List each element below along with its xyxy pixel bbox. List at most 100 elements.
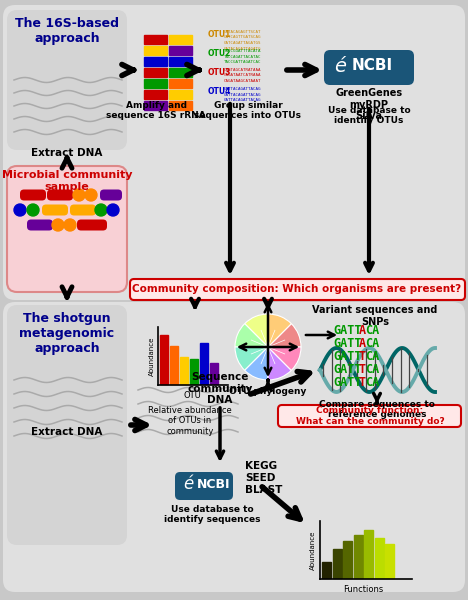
Text: The 16S-based
approach: The 16S-based approach	[15, 17, 119, 45]
Circle shape	[27, 204, 39, 216]
FancyBboxPatch shape	[130, 279, 465, 300]
Text: GreenGenes
myRDP
Silva: GreenGenes myRDP Silva	[336, 88, 402, 121]
Wedge shape	[235, 347, 268, 370]
Wedge shape	[245, 314, 268, 347]
Circle shape	[52, 219, 64, 231]
Bar	[144, 56, 167, 65]
Bar	[210, 363, 218, 384]
Text: Amplify and
sequence 16S rRNA: Amplify and sequence 16S rRNA	[106, 101, 206, 121]
Text: GATCAGTTGATSCAG: GATCAGTTGATSCAG	[224, 35, 262, 40]
Text: Group similar
sequences into OTUs: Group similar sequences into OTUs	[195, 101, 301, 121]
Text: é: é	[334, 56, 346, 76]
FancyBboxPatch shape	[324, 50, 414, 85]
Bar	[385, 544, 394, 578]
Circle shape	[64, 219, 76, 231]
Text: Compare sequences to
reference genomes: Compare sequences to reference genomes	[319, 400, 435, 419]
Bar	[169, 56, 192, 65]
Text: TACCGGATTTACATA: TACCGGATTTACATA	[224, 49, 262, 53]
Text: OTU phylogeny: OTU phylogeny	[229, 387, 307, 396]
Text: OTU1: OTU1	[208, 30, 231, 39]
Text: GATT: GATT	[333, 350, 361, 363]
Bar	[144, 34, 167, 43]
Text: GATT: GATT	[333, 363, 361, 376]
Text: T: T	[358, 363, 366, 376]
Text: OTU2: OTU2	[208, 49, 231, 58]
Text: Abundance: Abundance	[149, 337, 155, 376]
Text: GATT: GATT	[333, 324, 361, 337]
Text: CA: CA	[365, 324, 379, 337]
Text: CA: CA	[365, 376, 379, 389]
Text: GATCAGATTAGATGS: GATCAGATTAGATGS	[224, 41, 262, 45]
Bar	[144, 100, 167, 109]
Text: Community composition: Which organisms are present?: Community composition: Which organisms a…	[132, 284, 461, 295]
Text: Sequence
community
DNA: Sequence community DNA	[187, 372, 253, 405]
Text: Extract DNA: Extract DNA	[31, 427, 102, 437]
Bar	[343, 541, 352, 578]
Circle shape	[85, 189, 97, 201]
Text: GATACAGATTAGATG: GATACAGATTAGATG	[224, 46, 262, 50]
Wedge shape	[245, 347, 268, 380]
Text: A: A	[358, 337, 366, 350]
Bar	[144, 79, 167, 88]
Text: CA: CA	[365, 363, 379, 376]
Text: Community function:
What can the community do?: Community function: What can the communi…	[296, 406, 445, 426]
Bar	[170, 346, 178, 384]
Text: Extract DNA: Extract DNA	[31, 148, 102, 158]
Text: GATTACAGATTACAG: GATTACAGATTACAG	[224, 87, 262, 91]
Text: CAGATAAGCATAAAT: CAGATAAGCATAAAT	[224, 79, 262, 83]
Text: Functions: Functions	[343, 585, 383, 594]
Bar	[144, 67, 167, 76]
FancyBboxPatch shape	[70, 205, 96, 215]
Bar	[190, 359, 198, 384]
Bar	[169, 100, 192, 109]
Bar	[160, 335, 168, 384]
Bar	[144, 89, 167, 98]
Text: GATACAGAGTTSCAT: GATACAGAGTTSCAT	[224, 30, 262, 34]
Bar	[353, 535, 363, 578]
Circle shape	[73, 189, 85, 201]
Text: Abundance: Abundance	[310, 530, 316, 569]
Text: A: A	[358, 324, 366, 337]
FancyBboxPatch shape	[7, 10, 127, 150]
Text: CA: CA	[365, 350, 379, 363]
Wedge shape	[268, 323, 301, 347]
Text: NCBI: NCBI	[352, 58, 393, 73]
Bar	[332, 550, 342, 578]
FancyBboxPatch shape	[27, 220, 53, 230]
FancyBboxPatch shape	[47, 190, 73, 200]
Bar	[322, 562, 331, 578]
FancyBboxPatch shape	[278, 405, 461, 427]
FancyBboxPatch shape	[175, 472, 233, 500]
Text: CAGATAATCATRAAA: CAGATAATCATRAAA	[224, 73, 262, 77]
Text: KEGG
SEED
BLAST: KEGG SEED BLAST	[245, 461, 282, 494]
FancyBboxPatch shape	[20, 190, 46, 200]
Text: TACCAGATTACATAC: TACCAGATTACATAC	[224, 55, 262, 58]
Text: TACCGATTAGATCAC: TACCGATTAGATCAC	[224, 60, 262, 64]
Wedge shape	[268, 347, 301, 370]
Bar	[200, 343, 208, 384]
Circle shape	[95, 204, 107, 216]
FancyBboxPatch shape	[100, 190, 122, 200]
FancyBboxPatch shape	[7, 305, 127, 545]
Text: CAGTAGCATRATAAA: CAGTAGCATRATAAA	[224, 68, 262, 72]
Text: NCBI: NCBI	[197, 478, 231, 491]
Text: The shotgun
metagenomic
approach: The shotgun metagenomic approach	[20, 312, 115, 355]
Text: GATTACAGATTACAG: GATTACAGATTACAG	[224, 92, 262, 97]
FancyBboxPatch shape	[3, 302, 465, 592]
Text: Microbial community
sample: Microbial community sample	[2, 170, 132, 191]
FancyBboxPatch shape	[42, 205, 68, 215]
Text: Use database to
identify sequences: Use database to identify sequences	[164, 505, 260, 524]
FancyBboxPatch shape	[3, 5, 465, 300]
Text: GATTACAGATTACAG: GATTACAGATTACAG	[224, 98, 262, 102]
Wedge shape	[268, 314, 292, 347]
Bar	[169, 34, 192, 43]
Circle shape	[14, 204, 26, 216]
Text: CA: CA	[365, 337, 379, 350]
Bar	[169, 46, 192, 55]
Bar	[169, 79, 192, 88]
Text: Relative abundance
of OTUs in
community: Relative abundance of OTUs in community	[148, 406, 232, 436]
Bar	[374, 538, 383, 578]
Text: Use database to
identify OTUs: Use database to identify OTUs	[328, 106, 410, 125]
Text: GATT: GATT	[333, 337, 361, 350]
Text: é: é	[183, 475, 193, 493]
